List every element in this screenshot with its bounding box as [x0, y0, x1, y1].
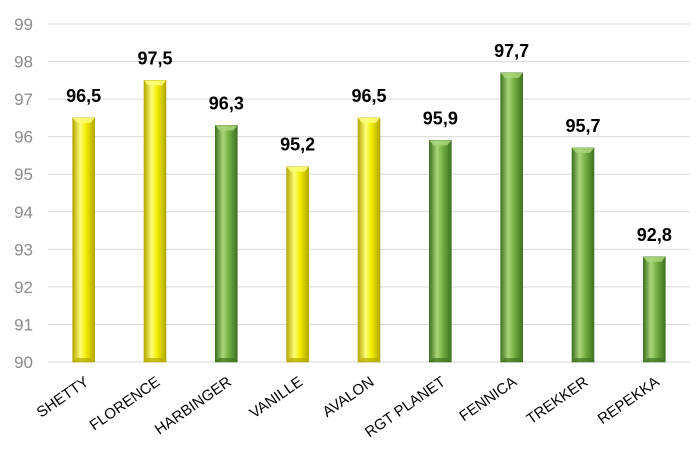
- data-label: 97,5: [137, 48, 172, 68]
- y-tick-label: 99: [14, 15, 33, 34]
- bar-bevel-top: [643, 256, 666, 262]
- bars: [72, 72, 666, 363]
- bar: [429, 140, 452, 363]
- data-label: 92,8: [637, 225, 672, 245]
- bar-bevel-top: [572, 147, 594, 153]
- bar-fennica: [500, 72, 523, 363]
- bar-bevel-top: [358, 117, 380, 123]
- bar-rgt-planet: [429, 140, 452, 363]
- bar-bevel-top: [215, 125, 238, 131]
- data-label: 96,5: [351, 86, 386, 106]
- bar-avalon: [357, 117, 381, 363]
- bar-shetty: [72, 117, 95, 363]
- y-tick-label: 91: [14, 315, 33, 334]
- bar-bevel-top: [286, 166, 309, 172]
- bar-trekker: [571, 147, 595, 363]
- x-tick-label: HARBINGER: [152, 373, 235, 438]
- data-label: 95,2: [280, 135, 315, 155]
- bar-bevel-top: [72, 117, 95, 123]
- bar: [72, 117, 95, 363]
- bar-bevel-bottom: [72, 358, 95, 362]
- y-tick-label: 96: [14, 128, 33, 147]
- bar-bevel-bottom: [429, 358, 452, 362]
- y-tick-label: 97: [14, 90, 33, 109]
- y-tick-label: 92: [14, 278, 33, 297]
- bar-bevel-bottom: [643, 358, 666, 362]
- y-tick-label: 95: [14, 165, 33, 184]
- bar: [357, 117, 381, 363]
- x-tick-label: AVALON: [320, 373, 378, 421]
- bar-harbinger: [215, 125, 238, 363]
- bar-bevel-bottom: [358, 358, 380, 362]
- bar: [643, 256, 666, 363]
- x-tick-label: VANILLE: [247, 373, 306, 422]
- bar-bevel-top: [500, 72, 523, 78]
- data-label: 96,5: [66, 86, 101, 106]
- data-label: 96,3: [209, 93, 244, 113]
- data-label: 97,7: [494, 41, 529, 61]
- bar-bevel-bottom: [572, 358, 594, 362]
- x-tick-label: SHETTY: [34, 373, 92, 421]
- bar-repekka: [643, 256, 666, 363]
- data-label: 95,7: [565, 116, 600, 136]
- bar-vanille: [286, 166, 309, 363]
- y-tick-label: 98: [14, 53, 33, 72]
- bar-bevel-bottom: [215, 358, 238, 362]
- y-tick-label: 90: [14, 353, 33, 372]
- y-tick-label: 94: [14, 203, 33, 222]
- bar-bevel-top: [429, 140, 452, 146]
- x-tick-label: TREKKER: [523, 373, 591, 428]
- bar: [571, 147, 595, 363]
- bar-bevel-top: [144, 80, 166, 86]
- bar-florence: [143, 80, 167, 363]
- x-tick-label: REPEKKA: [595, 373, 663, 428]
- bar-bevel-bottom: [500, 358, 523, 362]
- bar-bevel-bottom: [144, 358, 166, 362]
- x-tick-label: RGT PLANET: [362, 373, 449, 441]
- data-label: 95,9: [423, 108, 458, 128]
- y-axis-tick-labels: 90 91 92 93 94 95 96 97 98 99: [14, 15, 33, 372]
- bar: [286, 166, 309, 363]
- x-tick-label: FENNICA: [456, 373, 520, 425]
- bar: [215, 125, 238, 363]
- y-tick-label: 93: [14, 240, 33, 259]
- bar: [143, 80, 167, 363]
- bar-bevel-bottom: [286, 358, 309, 362]
- data-labels: 96,5 97,5 96,3 95,2 96,5 95,9 97,7 95,7 92,8: [66, 41, 672, 245]
- bar: [500, 72, 523, 363]
